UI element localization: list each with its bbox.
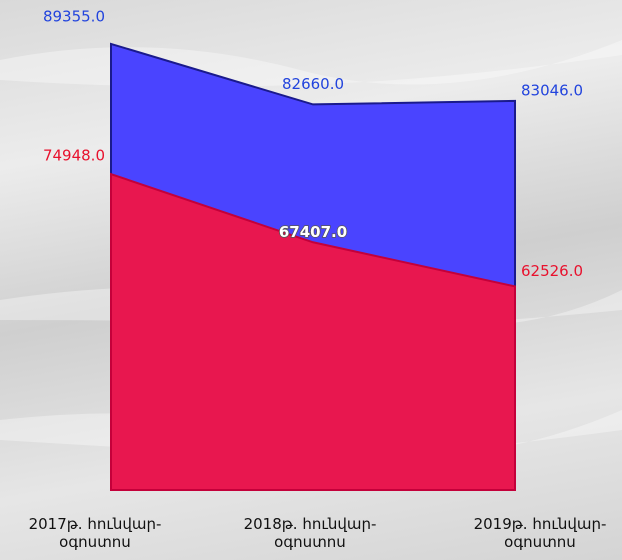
- x-tick-label: 2019թ. հունվար-օգոստոս: [473, 515, 607, 551]
- value-label: 89355.0: [43, 7, 105, 25]
- x-tick-label: 2017թ. հունվար-օգոստոս: [28, 515, 162, 551]
- x-tick-label: 2018թ. հունվար-օգոստոս: [243, 515, 377, 551]
- area: [110, 172, 516, 491]
- value-label: 67407.0: [279, 223, 347, 241]
- value-label: 62526.0: [521, 262, 583, 280]
- value-label: 83046.0: [521, 81, 583, 99]
- value-label: 74948.0: [43, 147, 105, 165]
- value-label: 82660.0: [282, 75, 344, 93]
